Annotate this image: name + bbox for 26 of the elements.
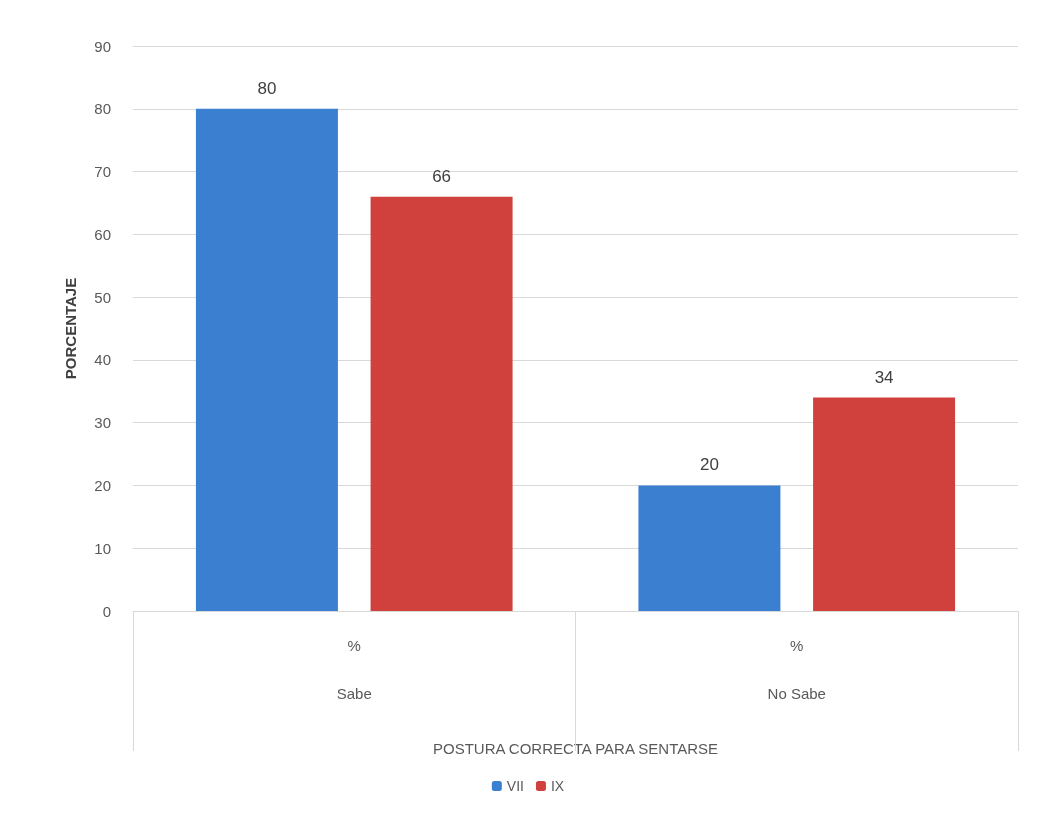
x-axis-title: POSTURA CORRECTA PARA SENTARSE [432, 740, 719, 757]
data-label: 66 [432, 166, 452, 186]
y-tick-label: 90 [94, 37, 111, 55]
y-tick-label: 40 [94, 351, 111, 369]
y-tick-label: 60 [94, 225, 111, 243]
x-tick-label: Sabe [336, 685, 372, 702]
y-tick-label: 50 [94, 288, 111, 306]
legend-label: VII [506, 778, 524, 794]
data-label: 80 [257, 78, 277, 98]
y-tick-label: 0 [102, 602, 111, 620]
data-label: 34 [874, 367, 894, 387]
text: % [347, 637, 361, 654]
y-tick-label: 30 [94, 414, 111, 432]
bar [813, 397, 956, 611]
y-tick-label: 10 [94, 539, 111, 557]
bar [638, 485, 781, 611]
y-tick-label: 80 [94, 100, 111, 118]
y-tick-label: 70 [94, 163, 111, 181]
x-tick-label: No Sabe [767, 685, 826, 702]
data-label: 20 [699, 455, 719, 475]
y-axis-title: PORCENTAJE [62, 277, 79, 380]
legend-label: IX [550, 778, 565, 794]
bar [195, 108, 338, 611]
text: % [790, 637, 804, 654]
bar [370, 196, 513, 611]
y-tick-label: 20 [94, 476, 111, 494]
